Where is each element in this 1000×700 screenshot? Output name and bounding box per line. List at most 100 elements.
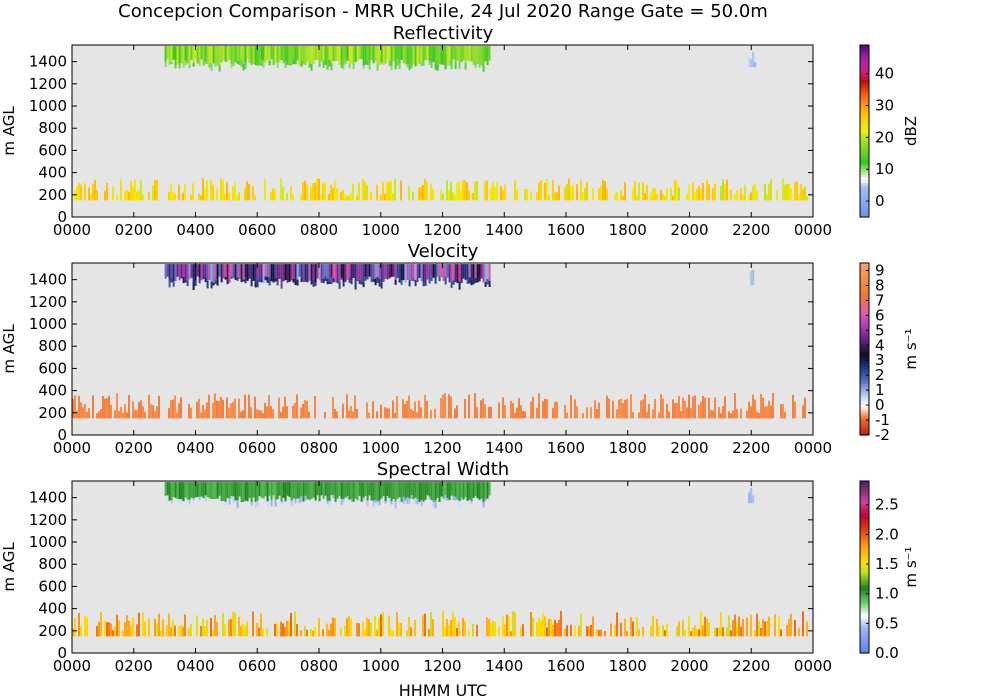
data-cell <box>516 189 518 201</box>
data-cell <box>276 264 279 281</box>
data-cell <box>138 402 140 419</box>
data-cell <box>222 179 224 201</box>
data-cell <box>600 629 602 637</box>
colorbar-tick-label: -1 <box>875 411 890 429</box>
data-cell <box>624 399 626 419</box>
colorbar-segment <box>860 159 869 164</box>
data-cell <box>414 401 416 419</box>
data-cell <box>408 395 410 419</box>
data-cell <box>368 619 370 637</box>
data-cell <box>574 399 576 419</box>
data-cell-edge <box>168 279 171 288</box>
data-cell <box>570 185 572 201</box>
data-cell-edge <box>204 495 207 502</box>
x-tick-label: 1200 <box>423 657 461 675</box>
data-cell <box>538 617 540 637</box>
data-cell <box>198 193 200 201</box>
data-cell <box>376 629 378 637</box>
data-cell <box>450 46 453 65</box>
data-cell <box>78 613 80 637</box>
data-cell <box>170 400 172 419</box>
data-cell <box>332 264 335 278</box>
colorbar-segment <box>860 366 869 370</box>
data-cell <box>410 482 413 496</box>
data-cell <box>322 482 325 499</box>
colorbar-tick-label: 2.0 <box>875 525 899 543</box>
data-cell <box>166 264 169 277</box>
data-cell <box>302 182 304 201</box>
data-cell <box>278 397 280 419</box>
data-cell <box>384 46 387 64</box>
colorbar-tick-label: 8 <box>875 276 885 294</box>
data-cell <box>482 46 485 66</box>
data-cell <box>686 407 688 419</box>
data-cell-edge <box>328 281 331 284</box>
data-cell <box>436 264 439 277</box>
data-cell <box>356 264 359 282</box>
data-cell <box>380 46 383 62</box>
data-cell <box>540 180 542 201</box>
data-cell <box>424 178 426 201</box>
data-cell <box>466 182 468 201</box>
data-cell <box>718 627 720 637</box>
data-cell <box>396 612 398 637</box>
data-cell <box>448 482 451 500</box>
data-cell-edge <box>326 64 329 70</box>
x-tick-label: 0200 <box>115 657 153 675</box>
data-cell <box>600 186 602 201</box>
data-cell <box>488 46 491 61</box>
data-cell <box>226 46 229 62</box>
data-cell <box>86 617 88 637</box>
data-cell <box>254 482 257 502</box>
data-cell <box>544 182 546 201</box>
data-cell <box>394 482 397 502</box>
data-cell <box>142 406 144 419</box>
data-cell <box>802 188 804 201</box>
data-cell <box>414 482 417 498</box>
colorbar-segment <box>860 483 869 488</box>
data-cell-edge <box>292 279 295 283</box>
data-band <box>72 393 806 419</box>
data-cell <box>568 178 570 201</box>
data-cell <box>392 400 394 419</box>
data-cell <box>764 621 766 637</box>
data-cell <box>132 401 134 419</box>
data-cell <box>164 46 167 62</box>
data-cell-edge <box>220 276 223 283</box>
data-cell <box>254 195 256 201</box>
data-cell <box>806 621 808 637</box>
data-cell <box>234 264 237 281</box>
colorbar-segment <box>860 432 869 436</box>
data-cell <box>706 179 708 201</box>
data-cell <box>194 264 197 281</box>
data-cell <box>238 616 240 637</box>
data-cell <box>462 617 464 637</box>
data-cell <box>276 623 278 637</box>
data-cell <box>712 410 714 419</box>
colorbar-segment <box>860 320 869 324</box>
data-cell <box>422 264 425 282</box>
data-cell <box>794 620 796 637</box>
data-cell-edge <box>236 500 239 508</box>
data-cell <box>126 190 128 201</box>
data-cell <box>290 612 292 637</box>
data-cell <box>748 401 750 419</box>
colorbar-segment <box>860 188 869 192</box>
data-cell <box>554 191 556 201</box>
data-cell <box>214 393 216 419</box>
data-cell <box>318 46 321 64</box>
data-cell <box>452 482 455 496</box>
colorbar-segment <box>860 524 869 528</box>
data-cell <box>470 264 473 281</box>
data-cell-edge <box>380 282 383 289</box>
colorbar-tick-label: 7 <box>875 291 885 309</box>
data-cell <box>698 404 700 419</box>
data-cell <box>132 618 134 637</box>
data-cell <box>300 407 302 419</box>
data-cell <box>184 183 186 201</box>
colorbar-segment <box>860 650 869 654</box>
data-cell <box>566 412 568 419</box>
data-cell-edge <box>178 63 181 69</box>
y-tick-label: 400 <box>38 600 67 618</box>
colorbar-tick-label: 3 <box>875 351 885 369</box>
